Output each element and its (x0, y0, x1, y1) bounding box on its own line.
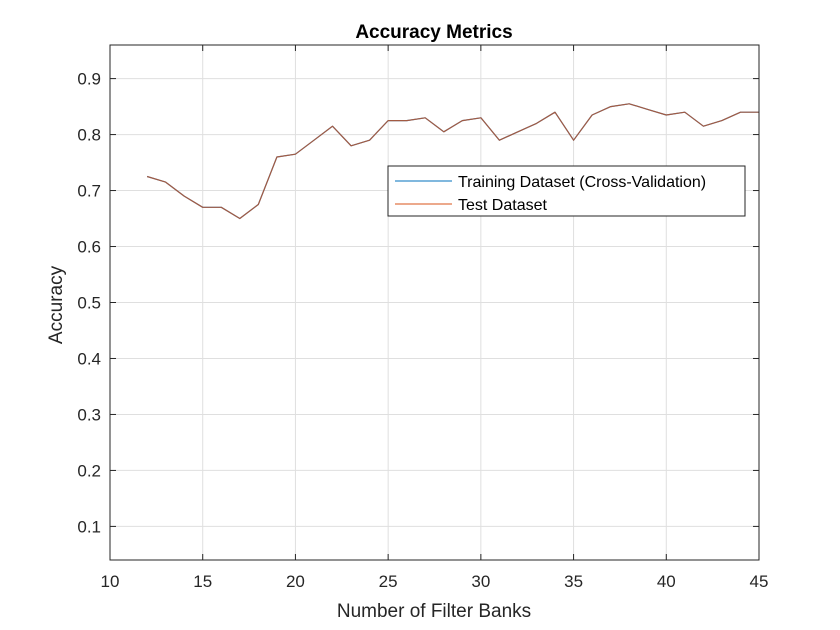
grid-lines (109, 45, 760, 560)
x-tick-label: 15 (193, 572, 212, 591)
y-tick-label: 0.6 (77, 238, 101, 257)
x-tick-label: 10 (101, 572, 120, 591)
x-tick-label: 45 (750, 572, 769, 591)
y-tick-label: 0.7 (77, 182, 101, 201)
x-axis-ticks: 10 15 20 25 30 35 40 45 (101, 45, 769, 591)
y-axis-ticks: 0.1 0.2 0.3 0.4 0.5 0.6 0.7 0.8 0.9 (77, 70, 759, 536)
y-tick-label: 0.8 (77, 126, 101, 145)
legend-box (387, 165, 746, 217)
chart-title: Accuracy Metrics (355, 22, 512, 43)
legend-label-training: Training Dataset (Cross-Validation) (458, 174, 706, 191)
x-tick-label: 20 (286, 572, 305, 591)
x-tick-label: 25 (379, 572, 398, 591)
legend-label-test: Test Dataset (458, 197, 547, 214)
y-tick-label: 0.5 (77, 294, 101, 313)
x-tick-label: 30 (471, 572, 490, 591)
x-tick-label: 40 (657, 572, 676, 591)
y-tick-label: 0.4 (77, 349, 101, 368)
y-tick-label: 0.2 (77, 461, 101, 480)
y-tick-label: 0.3 (77, 405, 101, 424)
y-axis-label: Accuracy (46, 265, 67, 344)
series-line-test (146, 103, 759, 220)
legend: Training Dataset (Cross-Validation) Test… (387, 165, 746, 217)
plot-area (146, 103, 759, 220)
y-tick-label: 0.9 (77, 70, 101, 89)
x-axis-label: Number of Filter Banks (337, 601, 531, 622)
x-tick-label: 35 (564, 572, 583, 591)
y-tick-label: 0.1 (77, 517, 101, 536)
